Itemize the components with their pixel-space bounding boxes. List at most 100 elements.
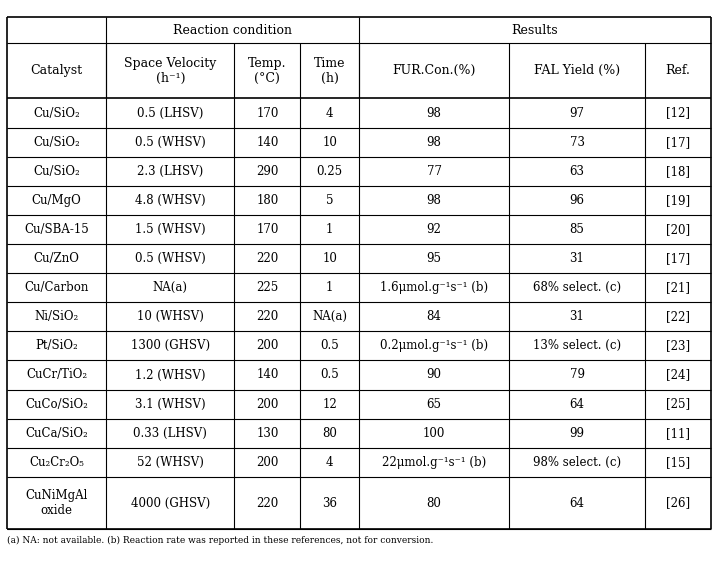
Text: CuNiMgAl
oxide: CuNiMgAl oxide: [25, 489, 88, 517]
Text: 22μmol.g⁻¹s⁻¹ (b): 22μmol.g⁻¹s⁻¹ (b): [382, 456, 486, 469]
Text: [18]: [18]: [666, 165, 690, 178]
Text: 68% select. (c): 68% select. (c): [533, 281, 621, 294]
Text: 98: 98: [426, 136, 442, 149]
Text: 1.5 (WHSV): 1.5 (WHSV): [135, 223, 205, 236]
Text: 90: 90: [426, 368, 442, 381]
Text: FUR.Con.(%): FUR.Con.(%): [393, 65, 476, 78]
Text: 4: 4: [326, 456, 333, 469]
Text: 31: 31: [569, 252, 584, 265]
Text: 4.8 (WHSV): 4.8 (WHSV): [135, 194, 205, 207]
Text: 4: 4: [326, 106, 333, 119]
Text: CuCo/SiO₂: CuCo/SiO₂: [25, 397, 88, 410]
Text: 1.2 (WHSV): 1.2 (WHSV): [135, 368, 205, 381]
Text: 92: 92: [426, 223, 442, 236]
Text: 13% select. (c): 13% select. (c): [533, 340, 621, 353]
Text: Pt/SiO₂: Pt/SiO₂: [35, 340, 78, 353]
Text: 80: 80: [322, 427, 337, 440]
Text: 200: 200: [256, 340, 279, 353]
Text: 52 (WHSV): 52 (WHSV): [137, 456, 204, 469]
Text: 64: 64: [569, 397, 584, 410]
Text: [17]: [17]: [666, 136, 690, 149]
Text: 140: 140: [256, 368, 279, 381]
Text: Results: Results: [512, 24, 558, 37]
Text: 0.5 (WHSV): 0.5 (WHSV): [135, 136, 205, 149]
Text: 79: 79: [569, 368, 584, 381]
Text: 64: 64: [569, 496, 584, 509]
Text: 97: 97: [569, 106, 584, 119]
Text: [24]: [24]: [666, 368, 690, 381]
Text: NA(a): NA(a): [312, 310, 348, 323]
Text: 200: 200: [256, 456, 279, 469]
Text: Cu/ZnO: Cu/ZnO: [34, 252, 80, 265]
Text: 5: 5: [326, 194, 333, 207]
Text: 220: 220: [256, 496, 279, 509]
Text: 1: 1: [326, 223, 333, 236]
Text: CuCr/TiO₂: CuCr/TiO₂: [26, 368, 87, 381]
Text: 12: 12: [322, 397, 337, 410]
Text: [22]: [22]: [666, 310, 690, 323]
Text: Cu₂Cr₂O₅: Cu₂Cr₂O₅: [29, 456, 84, 469]
Text: 31: 31: [569, 310, 584, 323]
Text: 10: 10: [322, 252, 337, 265]
Text: 0.5 (LHSV): 0.5 (LHSV): [137, 106, 203, 119]
Text: [25]: [25]: [666, 397, 690, 410]
Text: 1: 1: [326, 281, 333, 294]
Text: 95: 95: [426, 252, 442, 265]
Text: Cu/SiO₂: Cu/SiO₂: [33, 136, 80, 149]
Text: 10 (WHSV): 10 (WHSV): [137, 310, 204, 323]
Text: Ni/SiO₂: Ni/SiO₂: [34, 310, 79, 323]
Text: 80: 80: [426, 496, 442, 509]
Text: 98: 98: [426, 194, 442, 207]
Text: 63: 63: [569, 165, 584, 178]
Text: 0.5: 0.5: [320, 340, 339, 353]
Text: Cu/SBA-15: Cu/SBA-15: [24, 223, 89, 236]
Text: 4000 (GHSV): 4000 (GHSV): [131, 496, 210, 509]
Text: Ref.: Ref.: [666, 65, 690, 78]
Text: 98% select. (c): 98% select. (c): [533, 456, 621, 469]
Text: Time
(h): Time (h): [314, 57, 345, 85]
Text: 3.1 (WHSV): 3.1 (WHSV): [135, 397, 205, 410]
Text: (a) NA: not available. (b) Reaction rate was reported in these references, not f: (a) NA: not available. (b) Reaction rate…: [7, 536, 434, 545]
Text: 1300 (GHSV): 1300 (GHSV): [131, 340, 210, 353]
Text: NA(a): NA(a): [153, 281, 188, 294]
Text: 130: 130: [256, 427, 279, 440]
Text: 10: 10: [322, 136, 337, 149]
Text: 180: 180: [256, 194, 279, 207]
Text: 220: 220: [256, 310, 279, 323]
Text: Temp.
(°C): Temp. (°C): [248, 57, 286, 85]
Text: [19]: [19]: [666, 194, 690, 207]
Text: 100: 100: [423, 427, 445, 440]
Text: 84: 84: [426, 310, 442, 323]
Text: Cu/SiO₂: Cu/SiO₂: [33, 106, 80, 119]
Text: 200: 200: [256, 397, 279, 410]
Text: [17]: [17]: [666, 252, 690, 265]
Text: CuCa/SiO₂: CuCa/SiO₂: [25, 427, 88, 440]
Text: 1.6μmol.g⁻¹s⁻¹ (b): 1.6μmol.g⁻¹s⁻¹ (b): [380, 281, 488, 294]
Text: Cu/Carbon: Cu/Carbon: [24, 281, 89, 294]
Text: [12]: [12]: [666, 106, 690, 119]
Text: 140: 140: [256, 136, 279, 149]
Text: 65: 65: [426, 397, 442, 410]
Text: 36: 36: [322, 496, 337, 509]
Text: 170: 170: [256, 223, 279, 236]
Text: 85: 85: [569, 223, 584, 236]
Text: 225: 225: [256, 281, 279, 294]
Text: [11]: [11]: [666, 427, 690, 440]
Text: Catalyst: Catalyst: [31, 65, 83, 78]
Text: 99: 99: [569, 427, 584, 440]
Text: 0.33 (LHSV): 0.33 (LHSV): [134, 427, 208, 440]
Text: 96: 96: [569, 194, 584, 207]
Text: 0.25: 0.25: [317, 165, 342, 178]
Text: 77: 77: [426, 165, 442, 178]
Text: 170: 170: [256, 106, 279, 119]
Text: 0.2μmol.g⁻¹s⁻¹ (b): 0.2μmol.g⁻¹s⁻¹ (b): [380, 340, 488, 353]
Text: [21]: [21]: [666, 281, 690, 294]
Text: [26]: [26]: [666, 496, 690, 509]
Text: Cu/MgO: Cu/MgO: [32, 194, 82, 207]
Text: Space Velocity
(h⁻¹): Space Velocity (h⁻¹): [124, 57, 216, 85]
Text: 2.3 (LHSV): 2.3 (LHSV): [137, 165, 203, 178]
Text: Cu/SiO₂: Cu/SiO₂: [33, 165, 80, 178]
Text: 0.5: 0.5: [320, 368, 339, 381]
Text: 98: 98: [426, 106, 442, 119]
Text: [23]: [23]: [666, 340, 690, 353]
